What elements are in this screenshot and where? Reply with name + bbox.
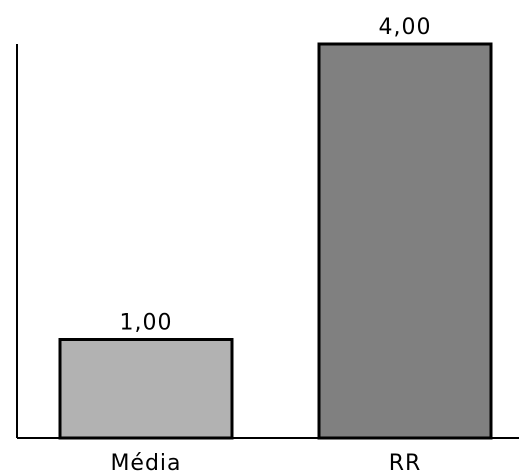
value-label-1: 4,00 (379, 15, 432, 40)
category-label-0: Média (110, 451, 181, 476)
bar-0 (58, 338, 234, 440)
bar-1 (317, 42, 493, 440)
value-label-0: 1,00 (120, 311, 173, 336)
category-label-1: RR (389, 451, 422, 476)
